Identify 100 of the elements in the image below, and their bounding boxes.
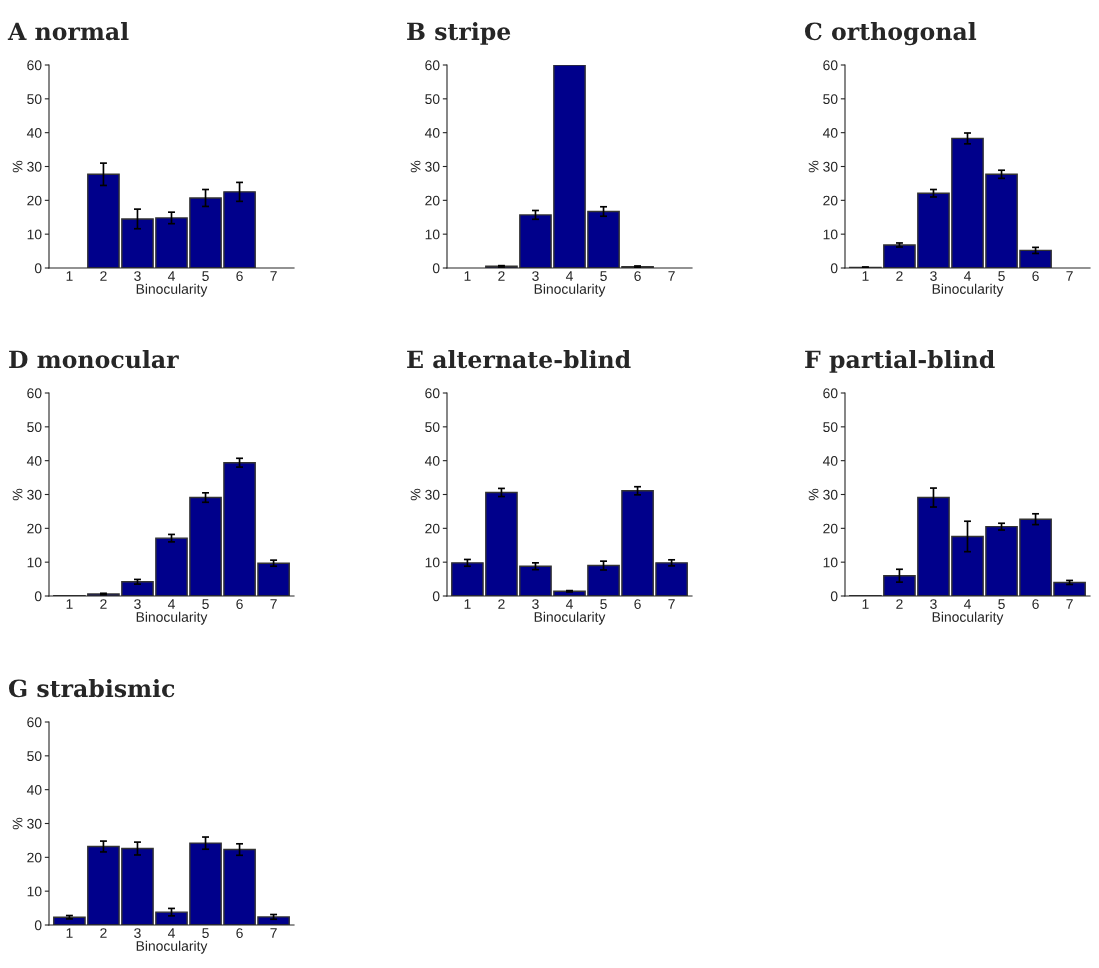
y-tick-label: 0 bbox=[34, 920, 42, 931]
y-tick-label: 30 bbox=[823, 161, 838, 172]
y-tick-label: 60 bbox=[27, 60, 42, 71]
y-tick-label: 0 bbox=[34, 591, 42, 602]
y-tick-label: 10 bbox=[823, 229, 838, 240]
y-axis-title: % bbox=[808, 488, 819, 501]
y-tick-label: 40 bbox=[424, 128, 440, 138]
y-axis-title: % bbox=[12, 160, 23, 173]
y-tick-label: 20 bbox=[425, 195, 440, 206]
x-axis-title: Binocularity bbox=[136, 940, 208, 954]
y-tick-label: 60 bbox=[27, 388, 42, 399]
x-tick-label: 6 bbox=[1032, 599, 1039, 609]
y-tick-label: 60 bbox=[425, 60, 440, 71]
x-tick-label: 7 bbox=[1066, 599, 1073, 609]
y-axis-title: % bbox=[12, 488, 23, 501]
chart-title: G strabismic bbox=[8, 679, 175, 698]
x-tick-label: 4 bbox=[167, 599, 175, 609]
x-tick-label: 1 bbox=[464, 271, 471, 281]
y-tick-label: 40 bbox=[424, 456, 440, 466]
y-tick-label: 0 bbox=[830, 263, 838, 274]
x-tick-label: 1 bbox=[862, 599, 869, 609]
x-tick-label: 5 bbox=[600, 271, 607, 281]
x-tick-label: 6 bbox=[634, 271, 641, 281]
x-tick-label: 5 bbox=[202, 599, 209, 609]
y-tick-label: 20 bbox=[27, 523, 42, 534]
y-tick-label: 0 bbox=[34, 263, 42, 274]
y-tick-label: 10 bbox=[425, 557, 440, 568]
x-tick-label: 3 bbox=[134, 599, 141, 609]
x-tick-label: 7 bbox=[1066, 271, 1073, 281]
y-tick-label: 50 bbox=[27, 751, 42, 761]
y-tick-label: 20 bbox=[27, 852, 42, 863]
x-tick-label: 1 bbox=[66, 271, 73, 281]
x-axis-title: Binocularity bbox=[534, 611, 606, 625]
x-tick-label: 7 bbox=[270, 271, 277, 281]
y-tick-label: 50 bbox=[425, 94, 440, 104]
y-tick-label: 30 bbox=[425, 489, 440, 500]
x-tick-label: 4 bbox=[963, 599, 971, 609]
chart-title: E alternate-blind bbox=[407, 350, 631, 369]
y-tick-label: 0 bbox=[432, 263, 440, 274]
y-axis-title: % bbox=[808, 160, 819, 173]
x-tick-label: 5 bbox=[998, 599, 1005, 609]
x-tick-label: 2 bbox=[100, 599, 107, 609]
chart-title: B stripe bbox=[407, 22, 511, 45]
y-tick-label: 20 bbox=[425, 523, 440, 534]
y-tick-label: 20 bbox=[823, 195, 838, 206]
x-tick-label: 2 bbox=[498, 599, 505, 609]
x-tick-label: 3 bbox=[134, 928, 141, 938]
x-tick-label: 6 bbox=[1032, 271, 1039, 281]
y-tick-label: 30 bbox=[27, 161, 42, 172]
x-tick-label: 2 bbox=[100, 928, 107, 938]
y-tick-label: 30 bbox=[27, 818, 42, 829]
y-tick-label: 50 bbox=[823, 422, 838, 432]
x-tick-label: 3 bbox=[930, 271, 937, 281]
x-tick-label: 1 bbox=[862, 271, 869, 281]
x-tick-label: 2 bbox=[100, 271, 107, 281]
y-tick-label: 40 bbox=[26, 785, 42, 795]
y-tick-label: 40 bbox=[822, 456, 838, 466]
x-tick-label: 6 bbox=[634, 599, 641, 609]
y-tick-label: 50 bbox=[27, 422, 42, 432]
y-tick-label: 30 bbox=[823, 489, 838, 500]
y-tick-label: 20 bbox=[823, 523, 838, 534]
x-tick-label: 1 bbox=[464, 599, 471, 609]
y-tick-label: 60 bbox=[27, 717, 42, 728]
chart-title: C orthogonal bbox=[804, 22, 977, 46]
x-tick-label: 5 bbox=[202, 928, 209, 938]
x-tick-label: 4 bbox=[565, 599, 573, 609]
x-tick-label: 4 bbox=[565, 271, 573, 281]
x-tick-label: 7 bbox=[668, 599, 675, 609]
y-tick-label: 20 bbox=[27, 195, 42, 206]
y-tick-label: 50 bbox=[27, 94, 42, 104]
x-tick-label: 5 bbox=[998, 271, 1005, 281]
x-tick-label: 7 bbox=[270, 928, 277, 938]
x-axis-title: Binocularity bbox=[932, 283, 1004, 297]
x-tick-label: 5 bbox=[202, 271, 209, 281]
x-tick-label: 6 bbox=[236, 271, 243, 281]
y-tick-label: 10 bbox=[823, 557, 838, 568]
y-tick-label: 30 bbox=[27, 489, 42, 500]
x-axis-title: Binocularity bbox=[932, 611, 1004, 625]
x-tick-label: 5 bbox=[600, 599, 607, 609]
chart-title: A normal bbox=[7, 22, 129, 41]
x-tick-label: 6 bbox=[236, 928, 243, 938]
x-axis-title: Binocularity bbox=[136, 283, 208, 297]
y-tick-label: 10 bbox=[27, 886, 42, 897]
x-tick-label: 2 bbox=[896, 271, 903, 281]
x-axis-title: Binocularity bbox=[136, 611, 208, 625]
y-axis-title: % bbox=[12, 817, 23, 830]
chart-title: D monocular bbox=[9, 350, 179, 369]
y-axis-title: % bbox=[410, 160, 421, 173]
x-axis-title: Binocularity bbox=[534, 283, 606, 297]
y-tick-label: 60 bbox=[425, 388, 440, 399]
y-tick-label: 10 bbox=[425, 229, 440, 240]
x-tick-label: 3 bbox=[532, 599, 539, 609]
y-tick-label: 50 bbox=[425, 422, 440, 432]
y-tick-label: 40 bbox=[26, 456, 42, 466]
x-tick-label: 1 bbox=[66, 928, 73, 938]
x-tick-label: 4 bbox=[167, 928, 175, 938]
y-tick-label: 40 bbox=[822, 128, 838, 138]
y-tick-label: 10 bbox=[27, 229, 42, 240]
y-tick-label: 0 bbox=[432, 591, 440, 602]
x-tick-label: 2 bbox=[498, 271, 505, 281]
